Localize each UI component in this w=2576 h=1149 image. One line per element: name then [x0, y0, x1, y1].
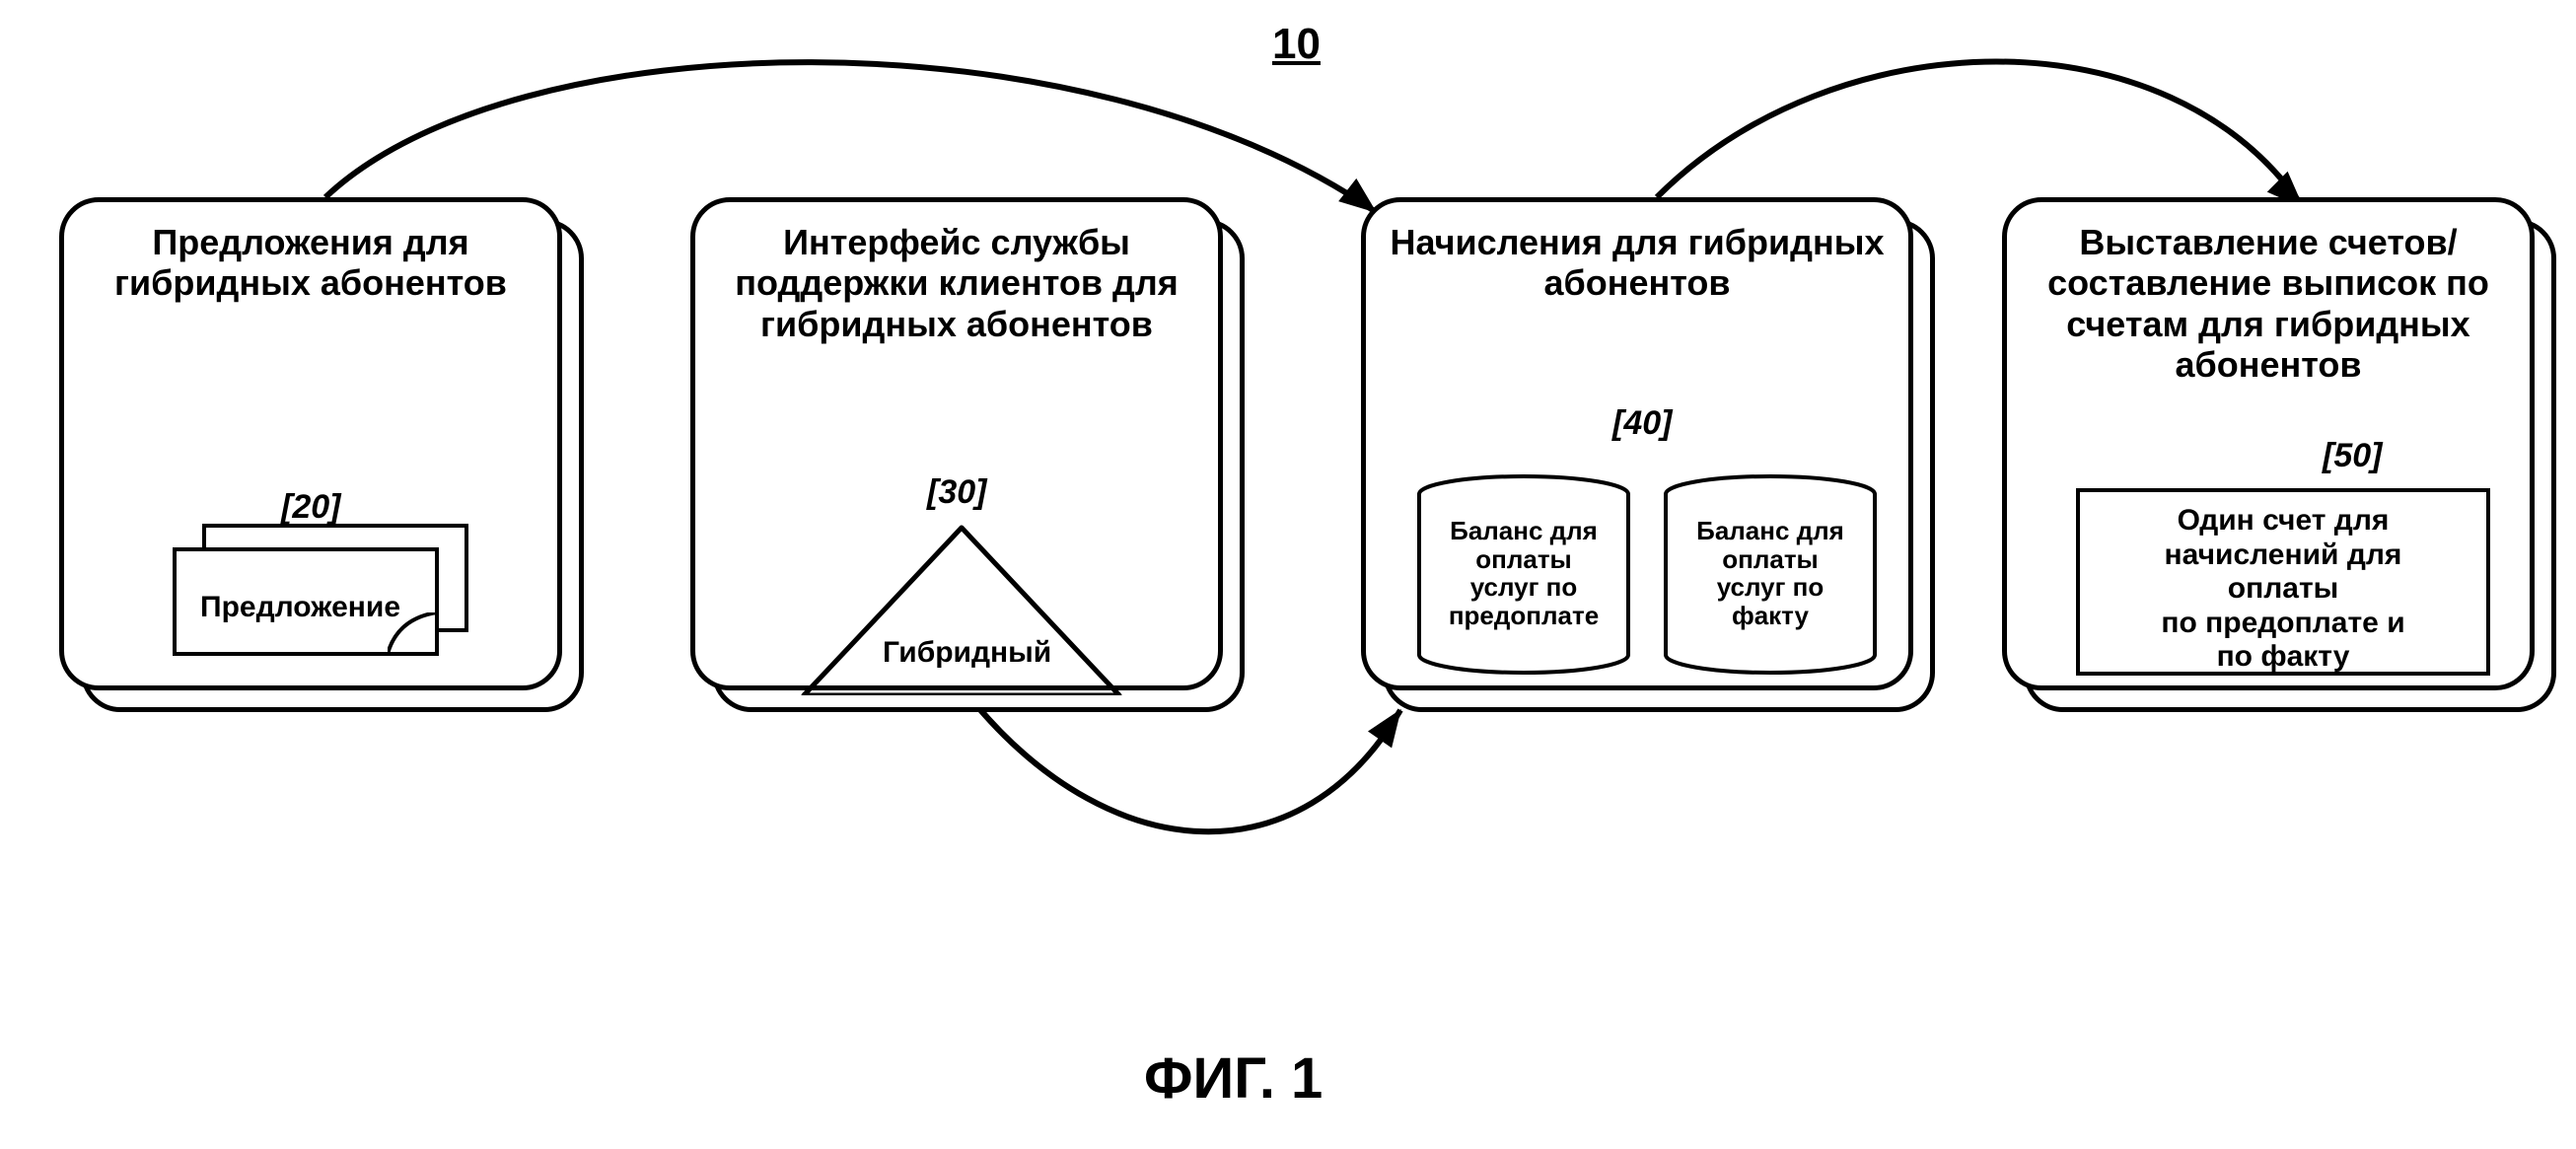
card-body: Начисления для гибридных абонентов [40] Б… — [1361, 197, 1913, 690]
diagram-stage: 10 Предложения для гибридных абонентов [2… — [0, 0, 2576, 1149]
triangle-icon: Гибридный — [695, 202, 1228, 695]
card-title: Выставление счетов/ составление выписок … — [2027, 222, 2510, 386]
cylinder-label-line: факту — [1662, 602, 1879, 630]
cylinder-label-line: оплаты — [1415, 545, 1632, 574]
card-ref: [50] — [2323, 437, 2382, 475]
note-front: Предложение — [173, 547, 439, 656]
cylinder-label: Баланс дляоплатыуслуг попредоплате — [1415, 517, 1632, 629]
figure-number: 10 — [1272, 20, 1321, 69]
inner-box-line: оплаты — [2088, 572, 2478, 607]
card-billing: Выставление счетов/ составление выписок … — [2002, 197, 2556, 712]
card-proposals: Предложения для гибридных абонентов [20] П… — [59, 197, 584, 712]
figure-caption: ФИГ. 1 — [1144, 1045, 1323, 1112]
card-title: Начисления для гибридных абонентов — [1386, 222, 1889, 304]
figure-caption-text: ФИГ. 1 — [1144, 1046, 1323, 1111]
card-charging: Начисления для гибридных абонентов [40] Б… — [1361, 197, 1935, 712]
arrow-2-head — [1369, 710, 1400, 748]
card-ref: [40] — [1612, 404, 1672, 443]
inner-box-line: по предоплате и — [2088, 607, 2478, 641]
cylinder-label-line: Баланс для — [1415, 517, 1632, 545]
arrow-2 — [976, 705, 1400, 831]
card-body: Интерфейс службы поддержки клиентов для … — [690, 197, 1223, 690]
cylinder-icon: Баланс дляоплатыуслуг пофакту — [1662, 473, 1879, 676]
figure-number-text: 10 — [1272, 20, 1321, 68]
cylinder-label-line: услуг по — [1415, 573, 1632, 602]
note-label: Предложение — [200, 591, 400, 624]
card-body: Предложения для гибридных абонентов [20] П… — [59, 197, 562, 690]
cylinder-label-line: предоплате — [1415, 602, 1632, 630]
arrow-3 — [1657, 62, 2303, 208]
card-csr: Интерфейс службы поддержки клиентов для … — [690, 197, 1245, 712]
cylinder-label: Баланс дляоплатыуслуг пофакту — [1662, 517, 1879, 629]
inner-info-box: Один счет дляначислений дляоплатыпо пред… — [2076, 488, 2490, 676]
inner-box-line: начислений для — [2088, 539, 2478, 573]
inner-box-line: по факту — [2088, 640, 2478, 675]
cylinder-label-line: оплаты — [1662, 545, 1879, 574]
arrow-1 — [325, 62, 1376, 212]
card-body: Выставление счетов/ составление выписок … — [2002, 197, 2535, 690]
cylinder-label-line: Баланс для — [1662, 517, 1879, 545]
cylinder-icon: Баланс дляоплатыуслуг попредоплате — [1415, 473, 1632, 676]
inner-box-line: Один счет для — [2088, 504, 2478, 539]
card-ref: [20] — [281, 488, 340, 527]
cylinder-label-line: услуг по — [1662, 573, 1879, 602]
triangle-label: Гибридный — [883, 636, 1051, 670]
card-title: Предложения для гибридных абонентов — [84, 222, 537, 304]
note-icon: Предложение — [173, 547, 468, 680]
